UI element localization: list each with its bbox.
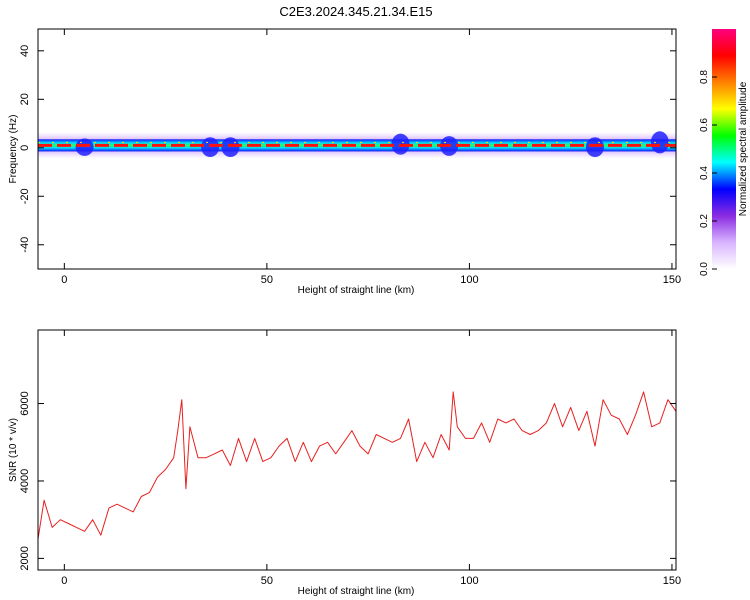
x-tick-label: 100 — [460, 274, 478, 286]
colorbar-label: Normalized spectral amplitude — [738, 81, 749, 216]
x-tick-label: 150 — [663, 274, 681, 286]
y-tick-label: 2000 — [19, 546, 31, 570]
y-tick-label: 40 — [19, 45, 31, 57]
colorbar-gradient — [712, 29, 736, 269]
colorbar-tick-label: 0.4 — [699, 166, 710, 180]
band-burst — [221, 137, 240, 158]
x-tick-label: 100 — [460, 575, 478, 587]
figure-title: C2E3.2024.345.21.34.E15 — [279, 4, 432, 19]
snr-frame — [37, 329, 677, 571]
x-tick-label: 50 — [261, 274, 273, 286]
colorbar-tick-label: 0.6 — [699, 118, 710, 132]
y-tick-label: -20 — [19, 188, 31, 204]
colorbar-tick-label: 0.8 — [699, 70, 710, 84]
x-tick-label: 0 — [61, 575, 67, 587]
snr-x-label: Height of straight line (km) — [298, 586, 415, 597]
spectrogram-x-label: Height of straight line (km) — [298, 285, 415, 296]
band-burst — [201, 137, 220, 158]
snr-background — [38, 330, 676, 570]
snr-y-ticks: 2000 4000 6000 — [19, 391, 676, 571]
colorbar-ticks: 0.0 0.2 0.4 0.6 0.8 — [699, 70, 717, 276]
band-burst — [75, 138, 94, 156]
colorbar-tick-label: 0.2 — [699, 214, 710, 228]
spectrogram-x-ticks: 0 50 100 150 — [61, 29, 681, 286]
x-tick-label: 50 — [261, 575, 273, 587]
band-burst — [585, 137, 604, 158]
y-tick-label: -40 — [19, 237, 31, 253]
y-tick-label: 20 — [19, 93, 31, 105]
spectrogram-y-ticks: -40 -20 0 20 40 — [19, 45, 676, 253]
snr-series-line — [38, 391, 676, 540]
band-core — [38, 139, 676, 152]
spectrogram-panel: 0 50 100 150 -40 -20 0 20 40 Height of straight… — [8, 28, 681, 296]
snr-y-label: SNR (10 * v/v) — [8, 418, 19, 482]
spectrogram-y-label: Frequency (Hz) — [8, 115, 19, 184]
snr-panel: 0 50 100 150 2000 4000 6000 Height of straigh… — [8, 329, 681, 597]
x-tick-label: 150 — [663, 575, 681, 587]
spectral-band — [38, 131, 676, 159]
y-tick-label: 0 — [19, 145, 31, 151]
colorbar-tick-label: 0.0 — [699, 262, 710, 276]
band-burst — [650, 131, 669, 154]
spectrogram-frame — [37, 28, 677, 270]
y-tick-label: 6000 — [19, 391, 31, 415]
y-tick-label: 4000 — [19, 469, 31, 493]
snr-x-ticks: 0 50 100 150 — [61, 330, 681, 587]
colorbar: 0.0 0.2 0.4 0.6 0.8 Normalized spectral ampl… — [699, 29, 749, 276]
x-tick-label: 0 — [61, 274, 67, 286]
